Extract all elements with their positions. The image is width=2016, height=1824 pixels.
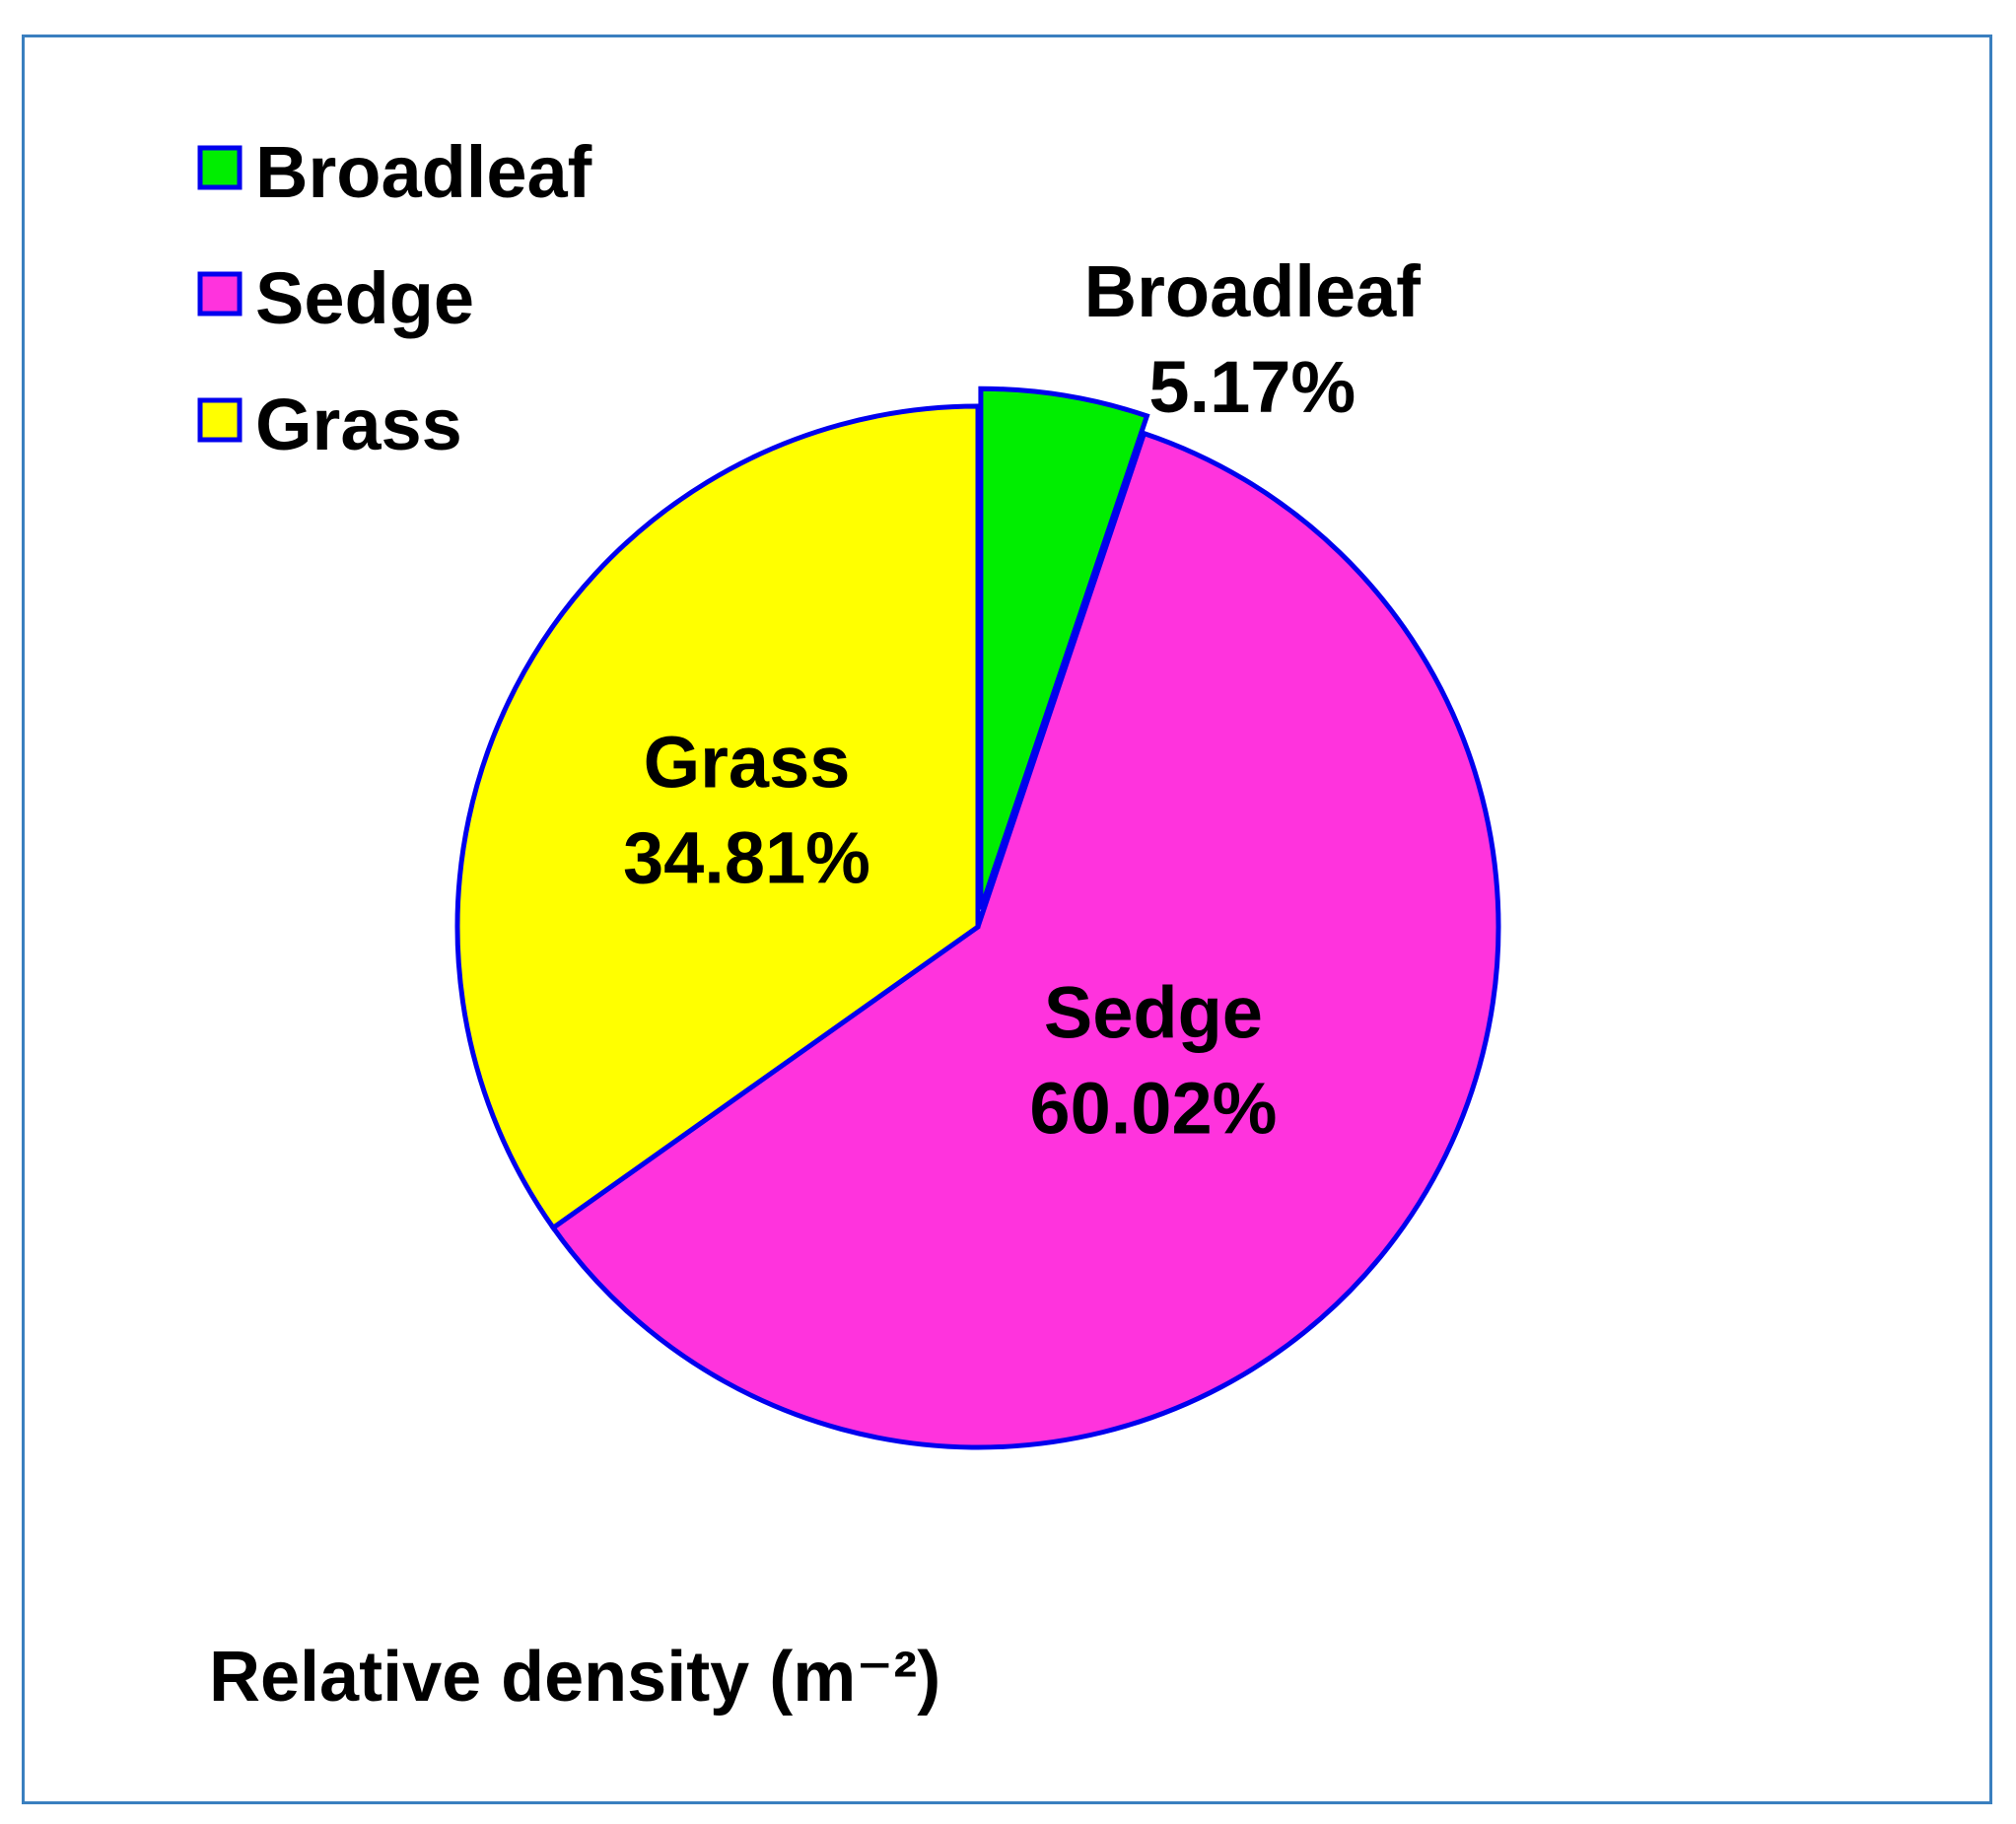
legend-label-grass: Grass [255,384,462,465]
slice-value-sedge: 60.02% [1029,1067,1277,1149]
legend-label-broadleaf: Broadleaf [255,131,592,213]
legend-swatch-sedge [197,271,243,316]
slice-broadleaf [978,386,1150,911]
legend-swatch-broadleaf [197,145,243,190]
slice-grass [454,403,981,1231]
chart-frame [22,35,1992,1804]
slice-labels: Broadleaf 5.17% Sedge 60.02% Grass 34.81% [623,250,1421,1149]
pie-slices [454,386,1501,1450]
legend-swatch-grass [197,397,243,443]
legend-label-sedge: Sedge [255,257,474,339]
slice-sedge [549,430,1501,1450]
slice-label-broadleaf: Broadleaf [1084,250,1422,332]
slice-value-grass: 34.81% [623,817,870,899]
slice-label-sedge: Sedge [1044,971,1263,1053]
legend: Broadleaf Sedge Grass [197,131,592,465]
chart-title: Relative density (m⁻²) [209,1638,940,1717]
slice-label-grass: Grass [644,722,851,804]
slice-value-broadleaf: 5.17% [1148,346,1356,428]
